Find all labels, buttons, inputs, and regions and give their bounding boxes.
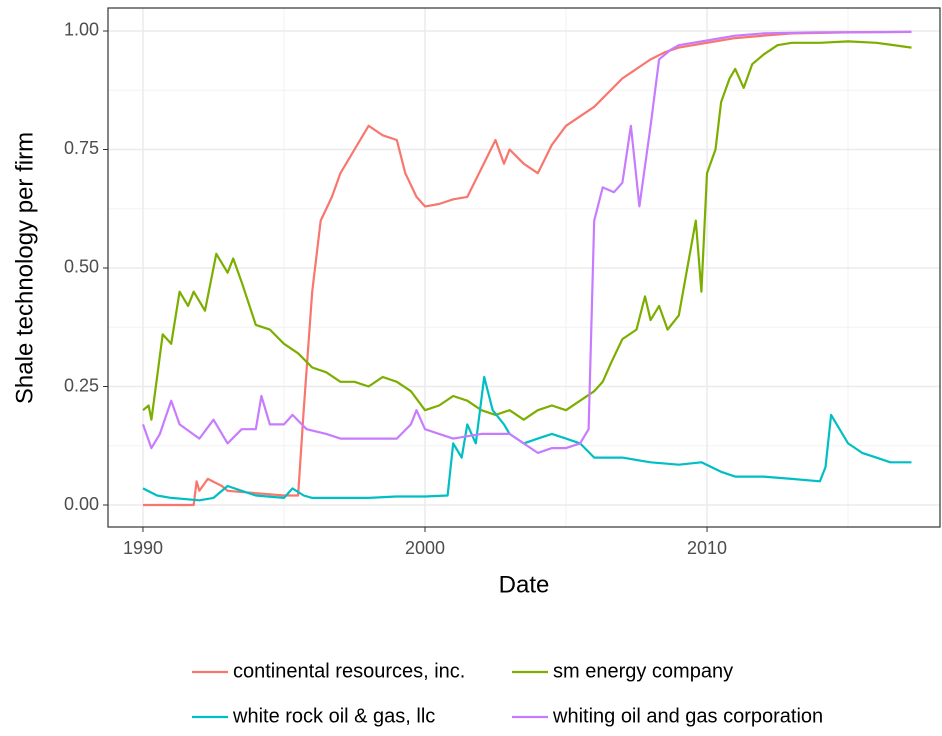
legend-label: white rock oil & gas, llc xyxy=(232,705,435,727)
series-line xyxy=(142,375,912,502)
x-axis-title: Date xyxy=(499,571,550,598)
series-line xyxy=(141,30,912,454)
y-axis-title: Shale technology per firm xyxy=(11,132,38,404)
series-line xyxy=(142,40,912,421)
legend-label: whiting oil and gas corporation xyxy=(552,705,823,727)
plot-border xyxy=(107,7,941,528)
y-tick-label: 0.25 xyxy=(64,375,99,395)
y-tick-label: 0.50 xyxy=(64,257,99,277)
x-tick-label: 2000 xyxy=(405,538,445,558)
legend-label: sm energy company xyxy=(553,660,733,682)
x-tick-label: 2010 xyxy=(687,538,727,558)
y-tick-label: 0.00 xyxy=(64,494,99,514)
legend-label: continental resources, inc. xyxy=(233,660,465,682)
y-tick-label: 1.00 xyxy=(64,20,99,40)
x-tick-label: 1990 xyxy=(123,538,163,558)
y-tick-label: 0.75 xyxy=(64,138,99,158)
